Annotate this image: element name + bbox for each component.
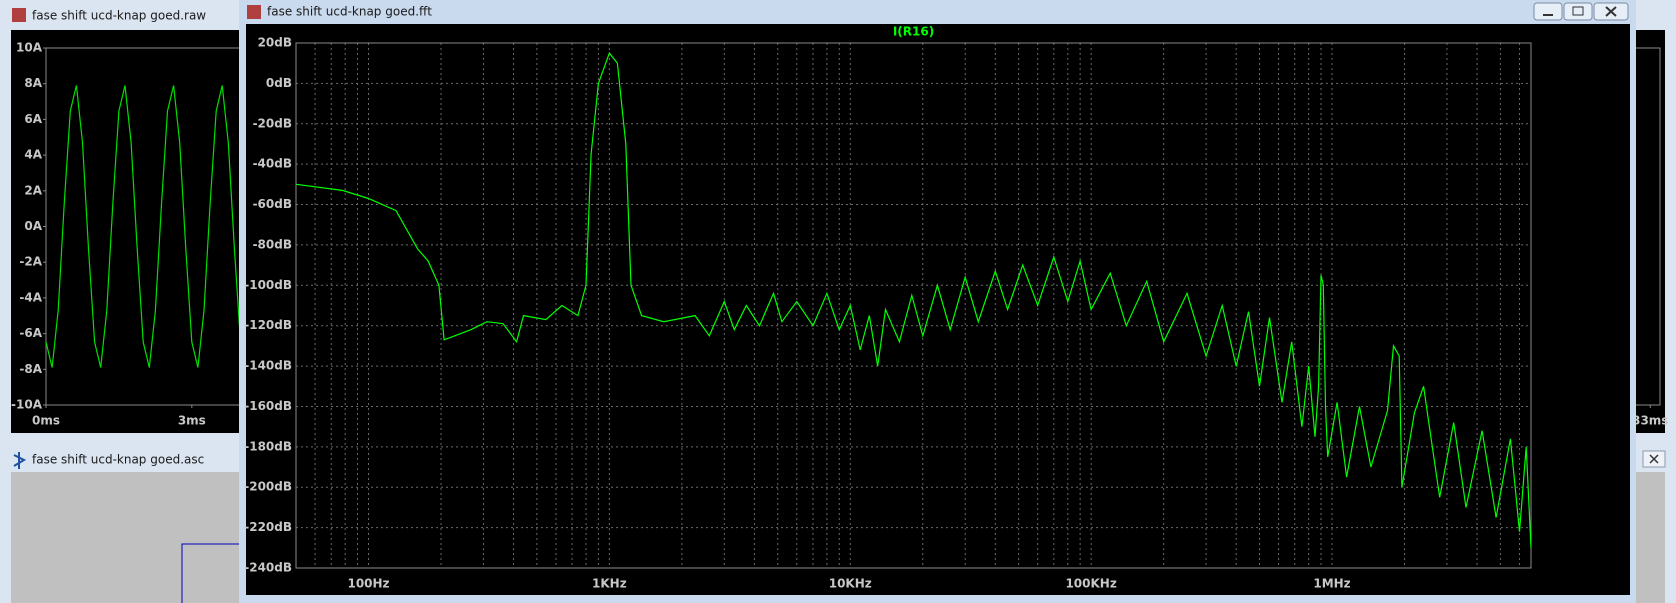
y-tick-label: 10A bbox=[16, 41, 43, 55]
maximize-icon bbox=[1572, 6, 1584, 16]
y-tick-label: -6A bbox=[19, 326, 42, 340]
y-tick-label: -140dB bbox=[244, 359, 292, 373]
x-tick-label: 100Hz bbox=[347, 577, 389, 591]
y-tick-label: -2A bbox=[19, 255, 42, 269]
y-tick-label: -10A bbox=[11, 398, 43, 412]
x-tick-label: 33ms bbox=[1632, 414, 1668, 428]
x-tick-label: 3ms bbox=[178, 414, 206, 428]
data-line bbox=[45, 85, 242, 368]
minimize-button[interactable] bbox=[1533, 2, 1563, 21]
y-tick-label: 2A bbox=[24, 183, 42, 197]
wire bbox=[181, 543, 245, 603]
app-icon bbox=[12, 8, 26, 22]
x-tick-label: 0ms bbox=[32, 414, 60, 428]
y-tick-label: -40dB bbox=[253, 157, 292, 171]
y-tick-label: -220dB bbox=[244, 520, 292, 534]
data-line bbox=[295, 51, 1532, 548]
y-tick-label: 4A bbox=[24, 148, 42, 162]
window-title: fase shift ucd-knap goed.fft bbox=[267, 5, 432, 19]
y-tick-label: -180dB bbox=[244, 439, 292, 453]
y-tick-label: -4A bbox=[19, 290, 42, 304]
y-tick-label: -120dB bbox=[244, 318, 292, 332]
y-tick-label: -60dB bbox=[253, 197, 292, 211]
x-tick-label: 1MHz bbox=[1313, 577, 1350, 591]
window-title: fase shift ucd-knap goed.asc bbox=[32, 453, 204, 467]
close-icon bbox=[1649, 454, 1659, 464]
close-icon bbox=[1605, 6, 1617, 17]
y-tick-label: -100dB bbox=[244, 278, 292, 292]
maximize-button[interactable] bbox=[1563, 2, 1593, 21]
plot-frame bbox=[295, 42, 1532, 569]
y-tick-label: 6A bbox=[24, 112, 42, 126]
y-tick-label: -80dB bbox=[253, 237, 292, 251]
y-tick-label: 8A bbox=[24, 76, 42, 90]
x-tick-label: 100KHz bbox=[1065, 577, 1116, 591]
x-tick-label: 1KHz bbox=[592, 577, 627, 591]
y-tick-label: -160dB bbox=[244, 399, 292, 413]
chart-title: I(R16) bbox=[893, 25, 934, 39]
y-tick-label: -200dB bbox=[244, 480, 292, 494]
y-tick-label: -240dB bbox=[244, 561, 292, 575]
app-icon bbox=[13, 452, 27, 469]
plot-pane bbox=[246, 24, 1630, 595]
y-tick-label: 0dB bbox=[266, 76, 292, 90]
x-tick-label: 10KHz bbox=[829, 577, 872, 591]
app-icon bbox=[247, 5, 261, 19]
y-tick-label: 0A bbox=[24, 219, 42, 233]
y-tick-label: -20dB bbox=[253, 116, 292, 130]
y-tick-label: -8A bbox=[19, 362, 42, 376]
window-title: fase shift ucd-knap goed.raw bbox=[32, 9, 206, 23]
fft-window: fase shift ucd-knap goed.fft 20dB 0dB -20d… bbox=[239, 0, 1636, 603]
y-tick-label: 20dB bbox=[258, 36, 292, 50]
